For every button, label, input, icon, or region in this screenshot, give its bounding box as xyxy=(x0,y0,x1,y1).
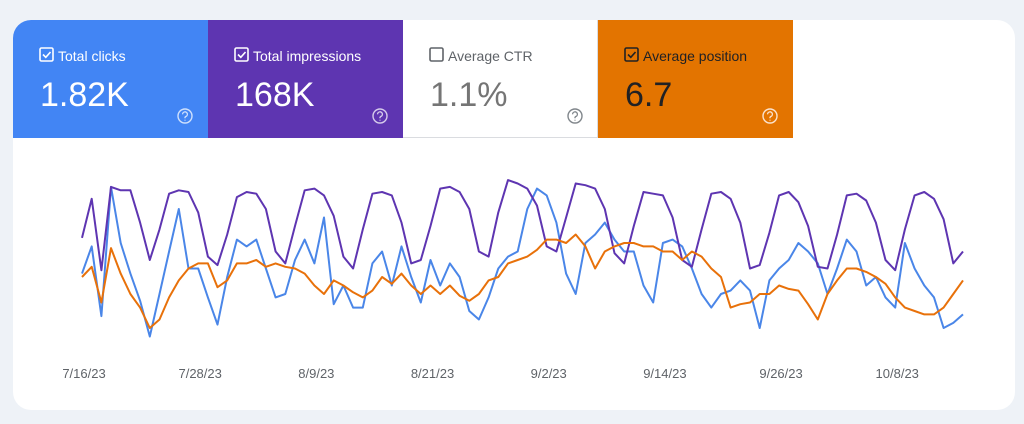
x-tick-label: 7/16/23 xyxy=(62,366,105,381)
checkbox xyxy=(624,47,639,62)
metric-card[interactable]: Total clicks 1.82K xyxy=(13,20,208,138)
metric-label: Total clicks xyxy=(58,48,126,64)
card-icons xyxy=(624,47,778,124)
card-icons xyxy=(39,47,193,124)
checkmark xyxy=(627,51,637,59)
metric-cards: Total clicks 1.82K Total impressions 168K Av… xyxy=(13,20,793,138)
help-icon xyxy=(762,108,778,124)
metric-value: 6.7 xyxy=(625,76,673,114)
series-line xyxy=(81,179,964,272)
x-tick-label: 10/8/23 xyxy=(876,366,919,381)
help-icon xyxy=(372,108,388,124)
x-tick-label: 9/26/23 xyxy=(759,366,802,381)
help-icon-mark xyxy=(376,111,383,121)
card-icons xyxy=(234,47,388,124)
checkbox xyxy=(234,47,249,62)
metric-label: Total impressions xyxy=(253,48,362,64)
checkmark xyxy=(237,51,247,59)
metric-label: Average CTR xyxy=(448,48,533,64)
metric-card[interactable]: Total impressions 168K xyxy=(208,20,403,138)
metric-value: 168K xyxy=(235,76,315,114)
checkbox xyxy=(39,47,54,62)
metric-card[interactable]: Average position 6.7 xyxy=(598,20,793,138)
x-tick-label: 9/2/23 xyxy=(531,366,567,381)
performance-panel: 7/16/23 7/28/23 8/9/23 8/21/23 9/2/23 9/14/23… xyxy=(13,20,1015,410)
checkbox xyxy=(429,47,444,62)
metric-value: 1.82K xyxy=(40,76,129,114)
metric-value: 1.1% xyxy=(430,76,508,114)
help-icon-mark xyxy=(766,111,773,121)
help-icon xyxy=(567,108,583,124)
help-icon-mark xyxy=(181,111,188,121)
x-tick-label: 9/14/23 xyxy=(643,366,686,381)
metric-label: Average position xyxy=(643,48,748,64)
x-tick-label: 8/9/23 xyxy=(298,366,334,381)
card-icons xyxy=(429,47,583,124)
checkmark xyxy=(42,51,52,59)
x-tick-label: 8/21/23 xyxy=(411,366,454,381)
chart: 7/16/23 7/28/23 8/9/23 8/21/23 9/2/23 9/14/23… xyxy=(62,179,964,381)
series-line xyxy=(81,233,964,329)
x-tick-label: 7/28/23 xyxy=(178,366,221,381)
help-icon xyxy=(177,108,193,124)
help-icon-mark xyxy=(571,111,578,121)
metric-card[interactable]: Average CTR 1.1% xyxy=(403,20,598,138)
